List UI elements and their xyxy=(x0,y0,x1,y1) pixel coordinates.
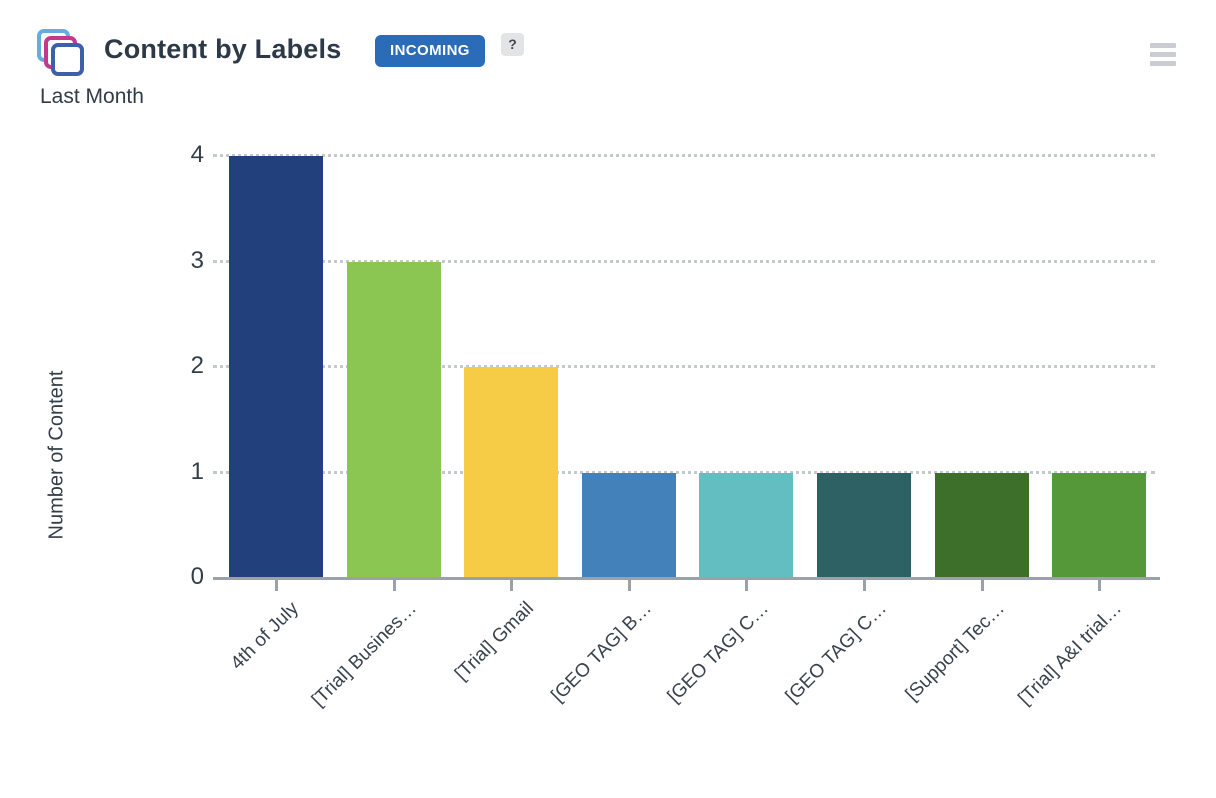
gridline-y-4 xyxy=(213,154,1155,157)
bar-5[interactable] xyxy=(817,472,911,578)
x-tick-label-3: [GEO TAG] B… xyxy=(547,598,656,707)
bar-7[interactable] xyxy=(1052,472,1147,578)
gridline-y-1 xyxy=(213,470,1155,474)
help-button[interactable]: ? xyxy=(501,33,524,56)
bar-2[interactable] xyxy=(464,367,559,578)
y-tick-label-1: 1 xyxy=(190,457,204,485)
hamburger-bar xyxy=(1150,61,1176,66)
hamburger-bar xyxy=(1150,52,1176,57)
gridline-y-3 xyxy=(213,259,1155,263)
date-range-subtitle: Last Month xyxy=(40,85,144,108)
x-tick-1 xyxy=(392,580,396,591)
hamburger-bar xyxy=(1150,43,1176,48)
app-logo-icon xyxy=(37,29,89,81)
widget-title: Content by Labels xyxy=(104,34,342,64)
x-tick-5 xyxy=(863,580,866,591)
y-axis-title: Number of Content xyxy=(45,370,68,540)
y-tick-label-0: 0 xyxy=(190,563,204,590)
x-axis-line xyxy=(213,577,1160,580)
x-tick-2 xyxy=(510,580,514,591)
x-tick-label-6: [Support] Tec… xyxy=(901,598,1009,706)
x-tick-label-2: [Trial] Gmail xyxy=(451,598,539,685)
x-tick-label-1: [Trial] Busines… xyxy=(307,598,421,711)
incoming-badge: INCOMING xyxy=(375,35,485,67)
x-tick-label-7: [Trial] A&I trial… xyxy=(1014,598,1127,710)
x-tick-3 xyxy=(627,580,631,591)
bar-4[interactable] xyxy=(699,472,794,578)
x-tick-label-5: [GEO TAG] C… xyxy=(781,598,891,708)
bar-1[interactable] xyxy=(346,261,441,578)
logo-square-front xyxy=(51,43,84,76)
x-tick-7 xyxy=(1098,580,1102,591)
widget-header: Content by Labels INCOMING ? Last Month xyxy=(0,0,1216,120)
bar-6[interactable] xyxy=(934,472,1029,578)
y-tick-label-4: 4 xyxy=(190,141,204,168)
x-tick-4 xyxy=(745,580,749,591)
x-tick-label-0: 4th of July xyxy=(226,598,303,675)
gridline-y-2 xyxy=(213,365,1155,368)
bar-3[interactable] xyxy=(581,472,676,578)
y-tick-label-2: 2 xyxy=(190,352,204,379)
y-tick-label-3: 3 xyxy=(190,246,204,274)
x-tick-6 xyxy=(980,580,984,591)
x-tick-label-4: [GEO TAG] C… xyxy=(664,598,774,708)
hamburger-menu-icon[interactable] xyxy=(1150,43,1176,66)
x-tick-0 xyxy=(275,580,278,591)
bar-0[interactable] xyxy=(229,156,323,578)
